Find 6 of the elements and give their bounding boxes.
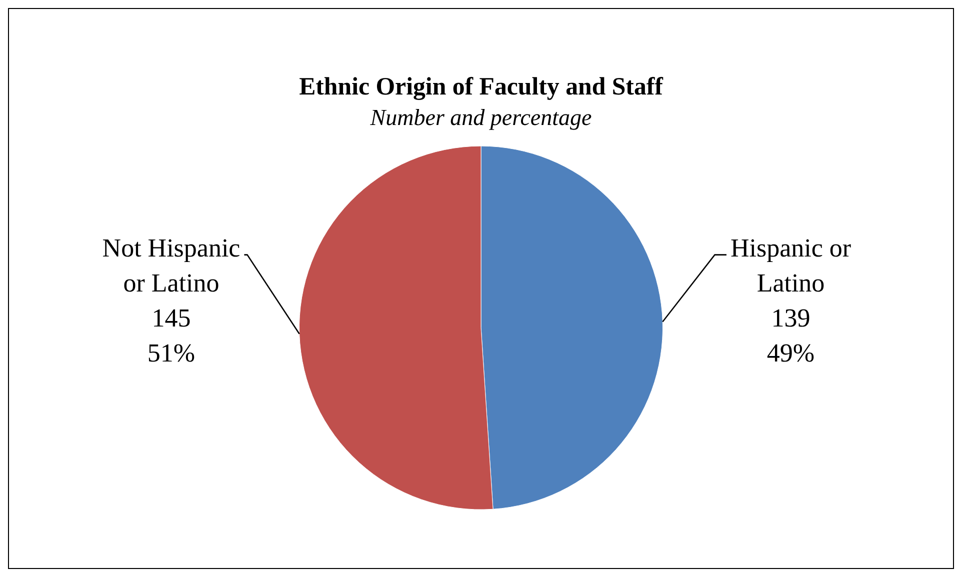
chart-title: Ethnic Origin of Faculty and Staff [299, 73, 664, 100]
slice-label: Hispanic or Latino [730, 234, 852, 298]
chart-subtitle: Number and percentage [369, 104, 592, 130]
slice-label: Not Hispanic or Latino [102, 234, 240, 298]
data-label: 145 51% [147, 304, 196, 368]
data-label: 139 49% [766, 304, 815, 368]
